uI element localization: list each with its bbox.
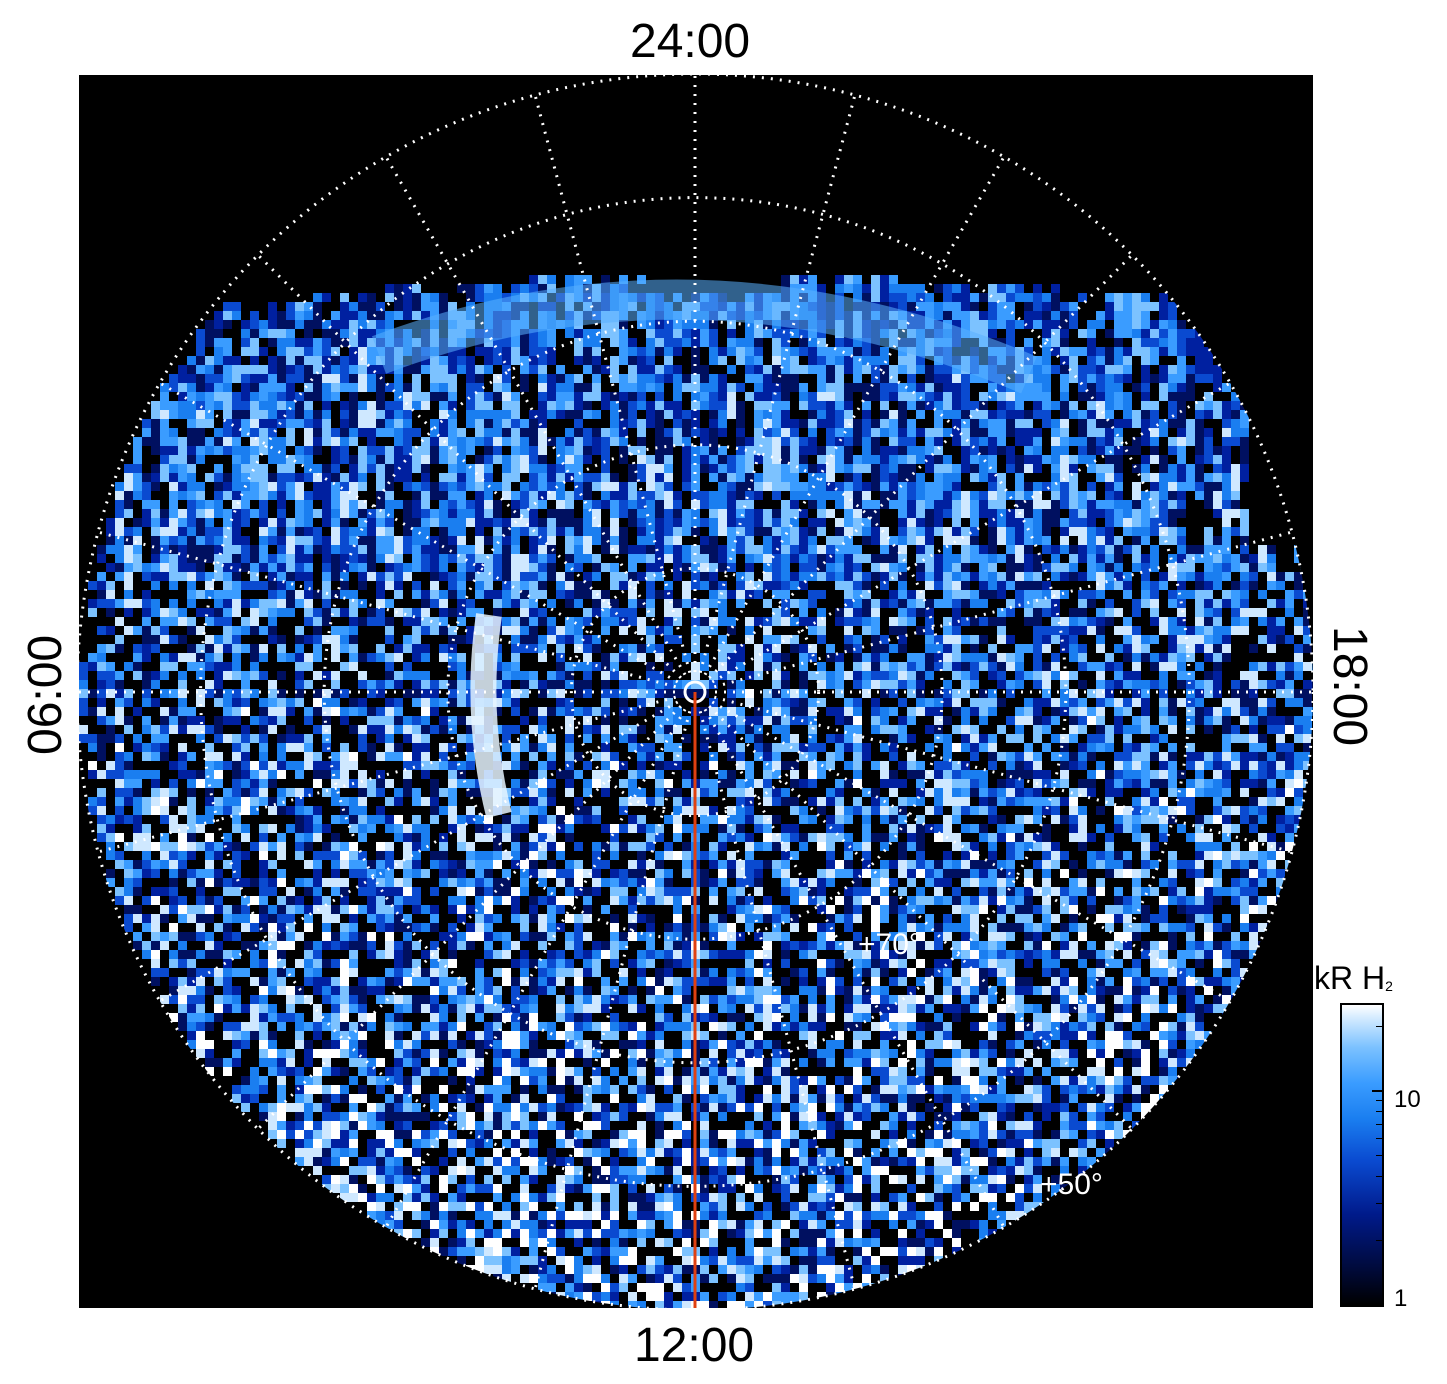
colorbar-scale [1340,1003,1384,1307]
meridian-line [703,708,1006,1228]
colorbar-title-subscript: 2 [1385,978,1393,994]
colorbar-tick [1376,1138,1382,1139]
meridian-line [711,381,1231,684]
meridian-line [703,156,1006,676]
meridian-line [713,695,1293,854]
polar-map-svg [79,75,1313,1308]
colorbar-tick [1376,1123,1382,1125]
colorbar-tick [1376,1202,1382,1204]
colorbar-tick [1376,1240,1382,1242]
meridian-line [708,705,1134,1131]
meridian-line [159,381,679,684]
meridian-line [97,530,677,689]
local-time-label-06: 06:00 [19,634,72,755]
local-time-label-12: 12:00 [634,1319,755,1372]
latitude-label-50: +50° [1040,1168,1103,1201]
local-time-label-18: 18:00 [1323,626,1376,747]
meridian-line [698,94,857,674]
colorbar-title: kR H2 [1314,962,1393,994]
bright-emission-streak [470,613,512,819]
colorbar-tick [1376,1155,1382,1156]
local-time-label-24: 24:00 [630,15,751,68]
latitude-circle [569,566,821,818]
meridian-line [533,710,692,1290]
meridian-line [698,710,857,1290]
meridian-line [256,705,682,1131]
colorbar-tick [1376,1111,1382,1113]
meridian-line [256,253,682,679]
colorbar-tick-label-10: 10 [1394,1086,1421,1113]
latitude-circle [199,196,1191,1188]
meridian-line [159,700,679,1003]
colorbar-title-text: kR H [1314,960,1386,996]
meridian-line [533,94,692,674]
colorbar-tick [1372,1090,1382,1093]
meridian-line [97,695,677,854]
meridian-line [708,253,1134,679]
meridian-line [713,530,1293,689]
meridian-line [711,700,1231,1003]
colorbar-tick [1376,1100,1382,1102]
auroral-oval-arc [371,279,1037,394]
latitude-label-70: +70° [858,928,921,961]
colorbar-tick-label-1: 1 [1394,1285,1408,1312]
polar-projection-plot [79,75,1313,1308]
meridian-line [384,708,687,1228]
meridian-line [384,156,687,676]
colorbar-tick [1376,1175,1382,1177]
emission-layer [79,275,1313,1308]
colorbar-tick [1376,1025,1382,1027]
